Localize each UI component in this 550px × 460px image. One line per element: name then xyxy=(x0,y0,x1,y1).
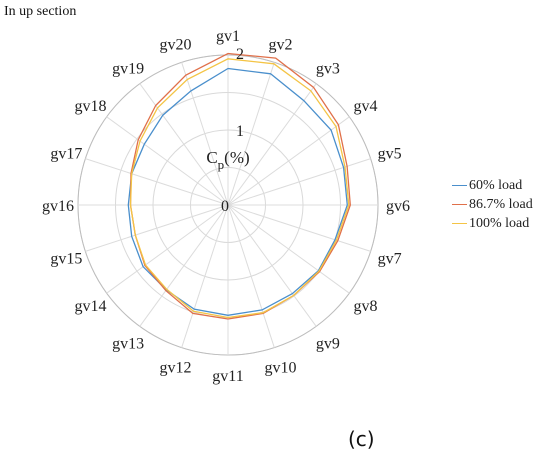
radar-series xyxy=(127,52,351,320)
legend-label: 60% load xyxy=(469,177,523,193)
category-label-gv13: gv13 xyxy=(112,336,144,353)
category-label-gv16: gv16 xyxy=(42,198,74,215)
category-label-gv7: gv7 xyxy=(378,251,402,268)
grid-spoke xyxy=(227,204,350,294)
category-label-gv18: gv18 xyxy=(74,98,106,115)
grid-spoke xyxy=(227,204,275,348)
radar-grid xyxy=(77,54,379,356)
radial-tick-label: 2 xyxy=(236,46,244,63)
grid-spoke xyxy=(139,83,229,206)
grid-spoke xyxy=(106,204,229,294)
legend-item-1: 60% load xyxy=(452,176,533,195)
legend: 60% load 86.7% load 100% load xyxy=(452,176,533,233)
grid-spoke xyxy=(85,158,229,206)
grid-spoke xyxy=(139,204,229,327)
category-label-gv1: gv1 xyxy=(216,28,240,45)
grid-spoke xyxy=(85,204,229,252)
category-label-gv20: gv20 xyxy=(159,36,191,53)
category-label-gv14: gv14 xyxy=(74,298,106,315)
panel-label: (c) xyxy=(348,427,375,451)
grid-spoke xyxy=(181,204,229,348)
series-line-1 xyxy=(127,67,348,316)
category-label-gv11: gv11 xyxy=(212,368,243,385)
series-line-3 xyxy=(129,58,350,319)
category-label-gv5: gv5 xyxy=(378,145,402,162)
radial-tick-label: 0 xyxy=(221,198,229,215)
series-line-2 xyxy=(129,52,351,320)
grid-spoke xyxy=(227,204,317,327)
category-label-gv2: gv2 xyxy=(269,36,293,53)
category-label-gv15: gv15 xyxy=(50,251,82,268)
grid-spoke xyxy=(106,116,229,206)
category-label-gv19: gv19 xyxy=(112,60,144,77)
legend-label: 86.7% load xyxy=(469,196,533,212)
legend-swatch xyxy=(452,204,467,205)
category-label-gv8: gv8 xyxy=(354,298,378,315)
category-label-gv9: gv9 xyxy=(316,336,340,353)
category-label-gv10: gv10 xyxy=(265,360,297,377)
grid-spoke xyxy=(181,62,229,206)
category-label-gv12: gv12 xyxy=(159,360,191,377)
radial-axis-label: Cp(%) xyxy=(206,148,249,172)
category-label-gv3: gv3 xyxy=(316,60,340,77)
legend-label: 100% load xyxy=(469,215,530,231)
grid-spoke xyxy=(227,116,350,206)
legend-item-2: 86.7% load xyxy=(452,195,533,214)
legend-item-3: 100% load xyxy=(452,214,533,233)
grid-spoke xyxy=(227,62,275,206)
section-title: In up section xyxy=(4,4,77,19)
legend-swatch xyxy=(452,185,467,186)
category-label-gv6: gv6 xyxy=(386,198,410,215)
grid-spoke xyxy=(227,204,371,252)
category-label-gv17: gv17 xyxy=(50,145,82,162)
legend-swatch xyxy=(452,223,467,224)
category-label-gv4: gv4 xyxy=(354,98,378,115)
grid-spoke xyxy=(227,83,317,206)
radial-tick-label: 1 xyxy=(236,123,244,140)
